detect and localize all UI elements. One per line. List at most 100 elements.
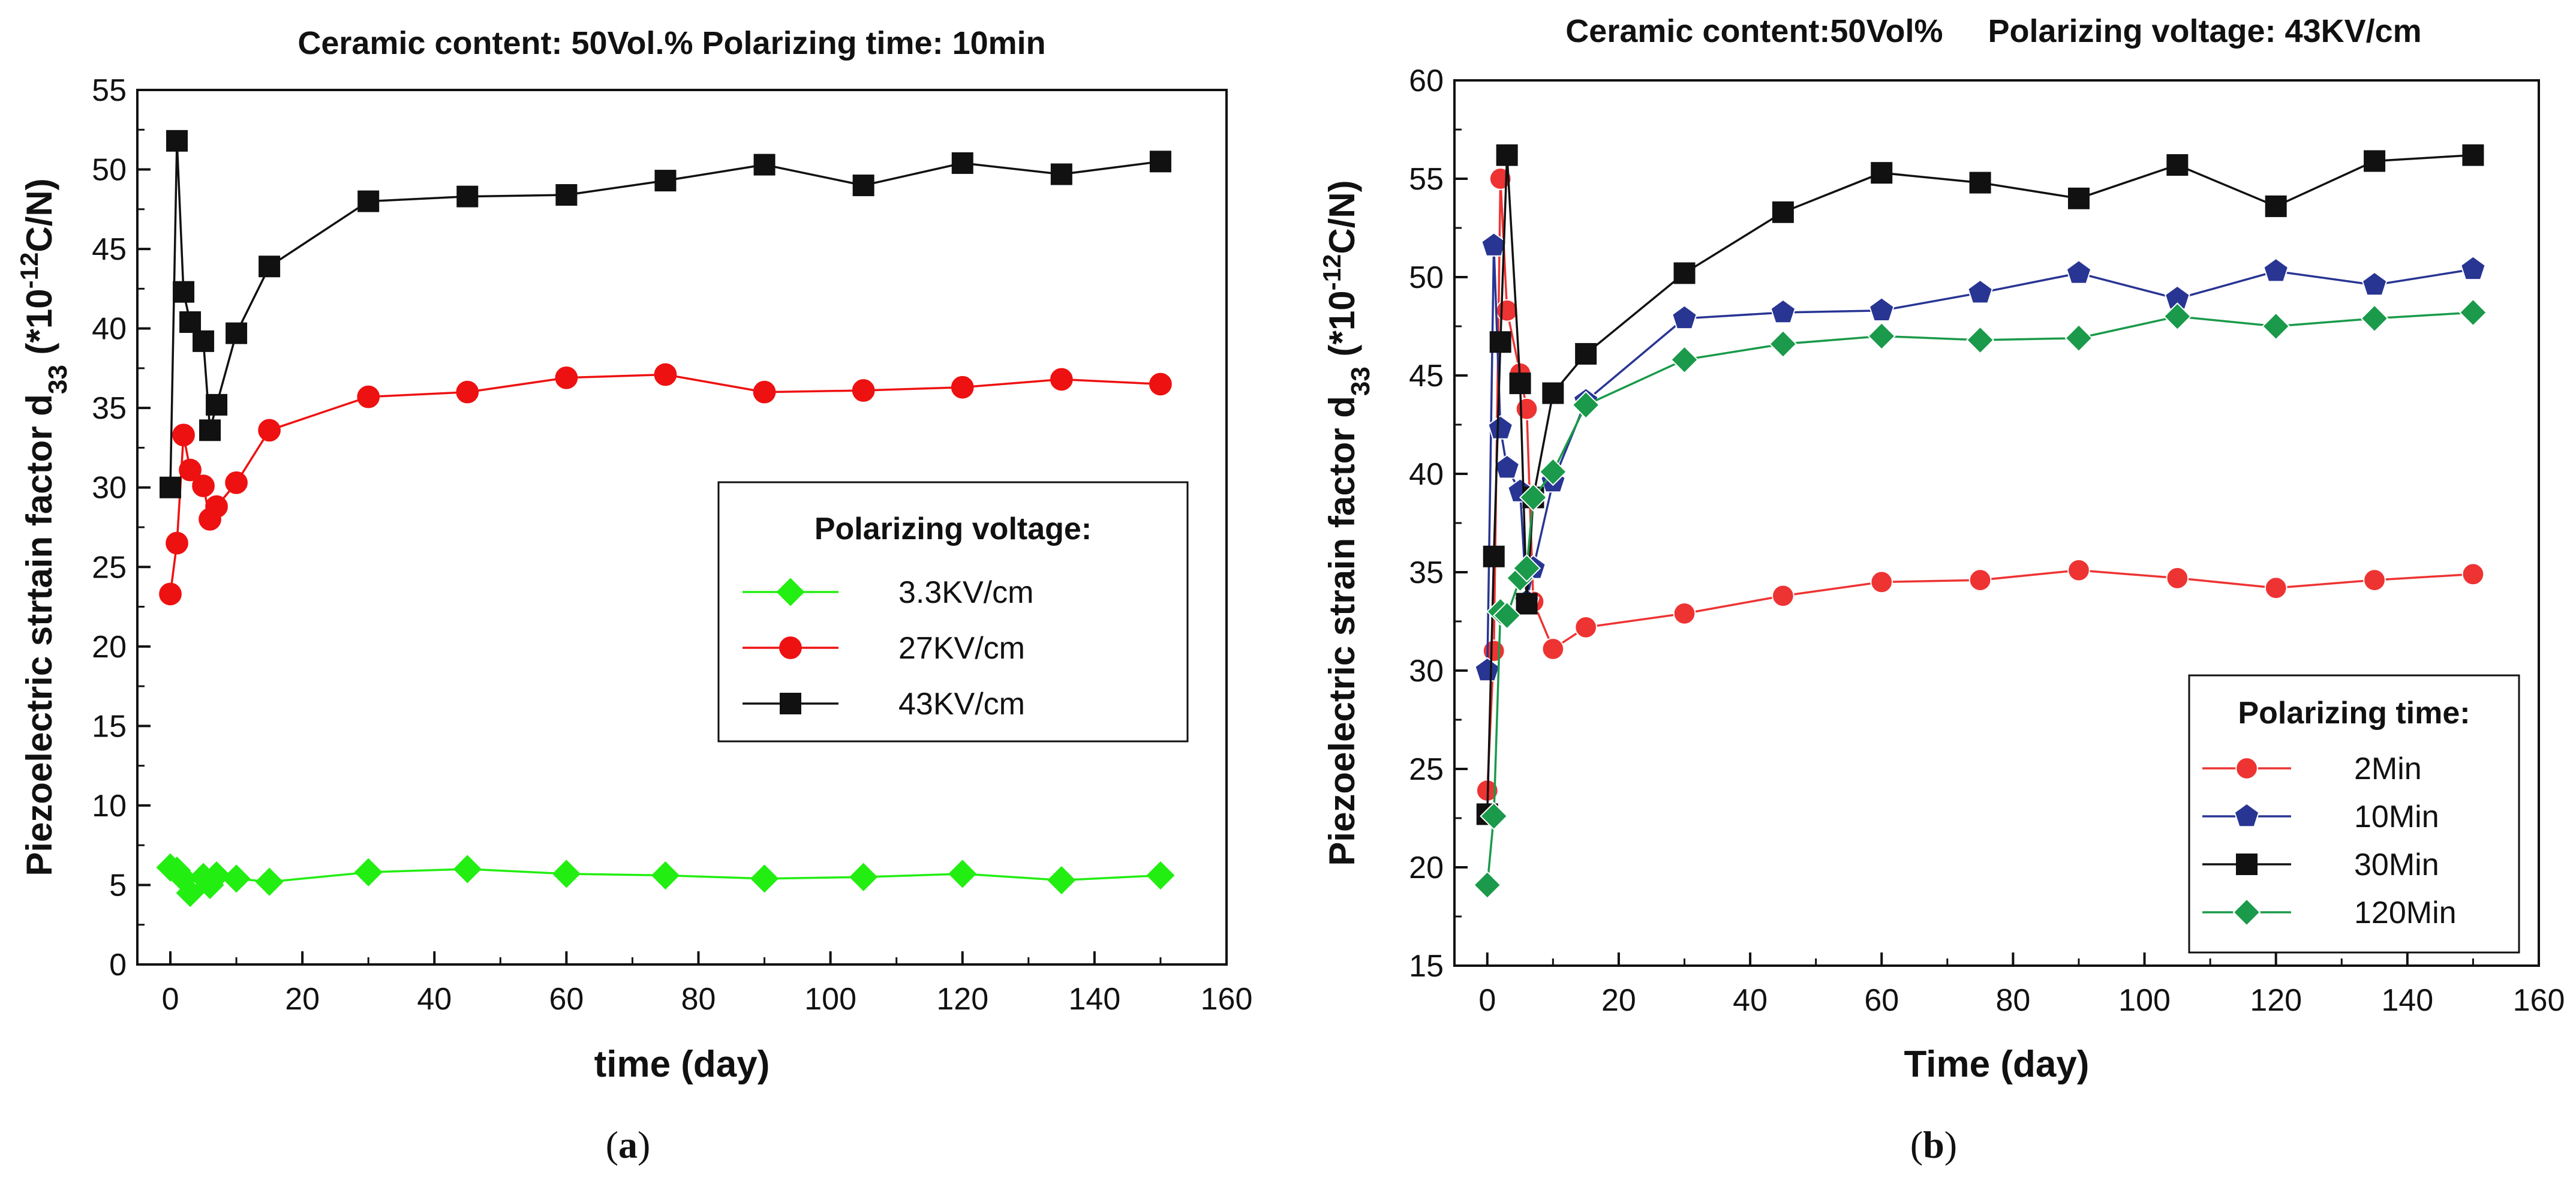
data-point bbox=[651, 861, 680, 890]
data-point bbox=[1509, 372, 1531, 395]
data-point bbox=[199, 419, 221, 441]
legend-marker bbox=[2236, 854, 2258, 875]
data-point bbox=[2363, 569, 2386, 591]
data-point bbox=[555, 184, 578, 206]
x-tick-label: 0 bbox=[1478, 983, 1496, 1018]
data-point bbox=[849, 863, 878, 891]
series-30min bbox=[1476, 144, 2484, 825]
y-tick-label: 45 bbox=[1409, 359, 1444, 393]
y-label-main: Piezoelectric strain factor d bbox=[1322, 396, 1362, 866]
data-point bbox=[2462, 144, 2484, 166]
data-point bbox=[750, 864, 779, 893]
x-tick-label: 80 bbox=[681, 982, 716, 1017]
data-point bbox=[1968, 569, 1992, 591]
data-point bbox=[753, 380, 776, 404]
data-point bbox=[2361, 271, 2388, 296]
series-line bbox=[1486, 154, 2473, 815]
data-point bbox=[1493, 601, 1522, 630]
data-point bbox=[2262, 312, 2291, 341]
data-point bbox=[160, 476, 182, 498]
data-point bbox=[1146, 861, 1175, 890]
data-point bbox=[1870, 570, 1893, 594]
x-tick-label: 0 bbox=[162, 982, 179, 1017]
data-point bbox=[1489, 331, 1511, 353]
y-axis-label: Piezoelectric strtain factor d33 (*10-12… bbox=[15, 178, 73, 876]
x-tick-label: 120 bbox=[2250, 983, 2302, 1018]
panel-paren: ( bbox=[1910, 1123, 1923, 1166]
data-point bbox=[453, 855, 482, 884]
x-tick-label: 40 bbox=[1733, 983, 1768, 1018]
y-axis-ticks: 15 20 25 30 35 40 45 50 55 60 bbox=[1409, 64, 1468, 984]
series-line bbox=[1486, 178, 2473, 791]
data-point bbox=[1670, 345, 1699, 374]
chart-a: Ceramic content: 50Vol.% Polarizing time… bbox=[15, 25, 1253, 1166]
data-point bbox=[205, 495, 228, 518]
x-tick-label: 120 bbox=[936, 982, 988, 1017]
x-tick-label: 20 bbox=[285, 982, 320, 1017]
y-tick-label: 30 bbox=[1409, 654, 1444, 689]
chart-title: Ceramic content:50Vol% Polarizing voltag… bbox=[1565, 13, 2421, 49]
data-point bbox=[852, 379, 875, 402]
data-point bbox=[1575, 342, 1597, 365]
data-point bbox=[173, 281, 195, 303]
legend-item-label: 10Min bbox=[2354, 800, 2439, 834]
y-tick-label: 25 bbox=[92, 550, 127, 585]
data-point bbox=[456, 380, 479, 404]
y-label-unit: C/N) bbox=[1322, 180, 1362, 254]
chart-title: Ceramic content: 50Vol.% Polarizing time… bbox=[297, 25, 1045, 61]
data-point bbox=[1868, 297, 1895, 321]
data-point bbox=[654, 363, 677, 386]
data-point bbox=[1574, 615, 1598, 639]
data-point bbox=[2461, 563, 2485, 586]
panel-paren: ) bbox=[638, 1123, 650, 1166]
y-tick-label: 40 bbox=[92, 312, 127, 347]
series-line bbox=[169, 140, 1161, 488]
chart-b: Ceramic content:50Vol% Polarizing voltag… bbox=[1318, 13, 2565, 1166]
panel-label: (b) bbox=[1910, 1123, 1957, 1166]
data-point bbox=[1769, 330, 1798, 359]
data-point bbox=[176, 879, 205, 907]
legend-title: Polarizing time: bbox=[2238, 696, 2470, 731]
data-point bbox=[2460, 256, 2486, 281]
y-tick-label: 55 bbox=[92, 73, 127, 108]
y-tick-label: 30 bbox=[92, 471, 127, 506]
y-tick-label: 0 bbox=[109, 948, 127, 982]
data-point bbox=[2163, 302, 2192, 331]
data-point bbox=[1149, 151, 1171, 173]
data-point bbox=[1969, 172, 1991, 194]
y-label-unit: (*10 bbox=[1322, 290, 1362, 366]
data-point bbox=[1772, 584, 1795, 608]
data-point bbox=[1487, 415, 1514, 440]
data-point bbox=[948, 860, 977, 888]
y-tick-label: 60 bbox=[1409, 64, 1444, 98]
legend-marker bbox=[776, 578, 805, 606]
legend-item-label: 120Min bbox=[2354, 895, 2457, 930]
data-point bbox=[179, 458, 202, 482]
data-point bbox=[193, 330, 215, 352]
y-tick-label: 5 bbox=[109, 868, 127, 903]
x-axis-ticks: 0 20 40 60 80 100 120 140 160 bbox=[1478, 952, 2565, 1018]
data-point bbox=[1966, 326, 1995, 354]
x-axis-label: Time (day) bbox=[1904, 1044, 2090, 1085]
data-point bbox=[258, 256, 281, 278]
data-point bbox=[2364, 150, 2386, 172]
x-tick-label: 140 bbox=[1068, 982, 1120, 1017]
y-label-subscript: 33 bbox=[43, 365, 73, 394]
data-point bbox=[354, 858, 383, 886]
x-axis-label: time (day) bbox=[594, 1044, 770, 1085]
legend: Polarizing time: 2Min 10Min 30Min 120Min bbox=[2188, 674, 2520, 954]
y-tick-label: 15 bbox=[92, 709, 127, 744]
x-tick-label: 160 bbox=[1201, 982, 1253, 1017]
x-tick-label: 80 bbox=[1995, 983, 2030, 1018]
legend-item-label: 27KV/cm bbox=[898, 631, 1025, 666]
legend-item-label: 3.3KV/cm bbox=[898, 575, 1033, 610]
data-point bbox=[654, 170, 677, 192]
y-tick-label: 40 bbox=[1409, 457, 1444, 492]
y-tick-label: 50 bbox=[92, 153, 127, 188]
data-point bbox=[1673, 602, 1696, 625]
y-tick-label: 50 bbox=[1409, 260, 1444, 295]
data-point bbox=[1772, 201, 1794, 223]
data-point bbox=[2067, 187, 2090, 209]
y-tick-label: 35 bbox=[92, 391, 127, 426]
